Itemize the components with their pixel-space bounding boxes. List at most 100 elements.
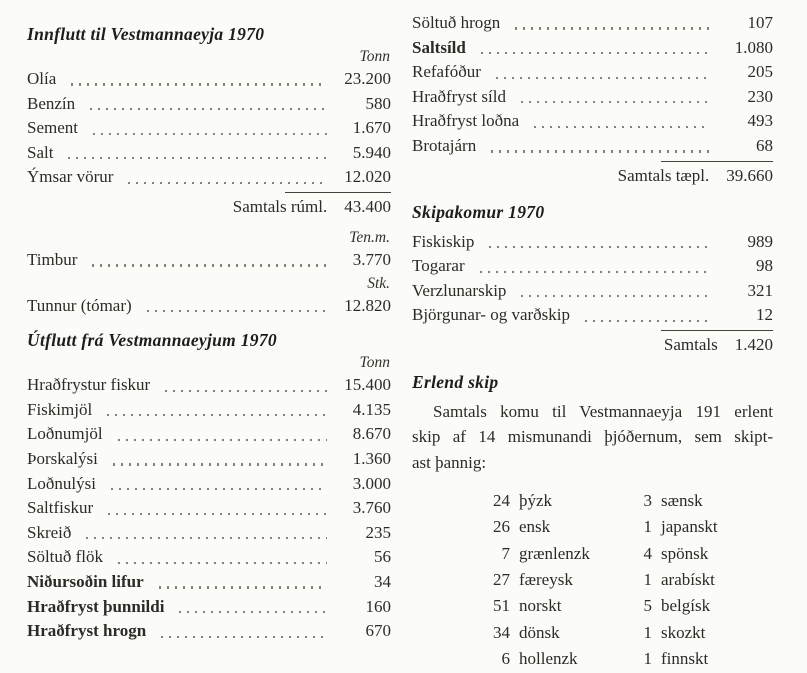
- total-value: 39.660: [726, 165, 773, 185]
- ship-count: 26: [493, 517, 510, 537]
- total-label: Samtals tæpl.: [617, 165, 710, 185]
- dot-leader: [495, 76, 709, 79]
- row-label: Hraðfrystur fiskur: [27, 375, 151, 395]
- row-value: 1.670: [352, 118, 391, 138]
- table-row: Hraðfryst loðna 493: [412, 109, 773, 134]
- ship-list-row: 34 dönsk 1 skozkt: [412, 620, 773, 646]
- paragraph-line: Samtals komu til Vestmannaeyja 191 erlen…: [433, 401, 773, 421]
- dot-leader: [585, 319, 709, 322]
- ship-count: 1: [643, 622, 653, 642]
- dot-leader: [520, 101, 709, 104]
- ship-nationality: sænsk: [661, 490, 703, 510]
- ship-list-row: 6 hollenzk 1 finnskt: [412, 646, 773, 672]
- timber-unit-label: Ten.m.: [349, 228, 390, 246]
- row-value: 15.400: [344, 375, 391, 395]
- ship-count: 34: [493, 622, 510, 642]
- row-label: Fiskiskip: [412, 231, 475, 251]
- ship-count: 1: [643, 517, 653, 537]
- foreign-ships-list: 24 þýzk 3 sænsk 26 ensk 1 japanskt 7 græ…: [412, 488, 773, 673]
- row-label: Hraðfryst hrogn: [27, 621, 147, 641]
- left-column: Innflutt til Vestmannaeyja 1970 Tonn Olí…: [27, 0, 391, 644]
- ship-nationality: belgísk: [661, 596, 711, 616]
- dot-leader: [479, 270, 709, 273]
- ship-count: 24: [493, 490, 510, 510]
- foreign-ships-section-title: Erlend skip: [412, 371, 499, 392]
- right-column: Söltuð hrogn 107 Saltsíld 1.080 Refafóðu…: [412, 0, 773, 673]
- table-row-timber: Timbur 3.770: [27, 248, 391, 273]
- table-row: Hraðfryst hrogn 670: [27, 619, 391, 644]
- row-label: Brotajárn: [412, 135, 477, 155]
- table-row: Hraðfryst síld 230: [412, 85, 773, 110]
- table-row: Brotajárn 68: [412, 134, 773, 159]
- table-row: Fiskimjöl 4.135: [27, 398, 391, 423]
- ship-list-row: 51 norskt 5 belgísk: [412, 593, 773, 619]
- table-row: Þorskalýsi 1.360: [27, 447, 391, 472]
- row-label: Sement: [27, 118, 78, 138]
- row-label: Hraðfryst síld: [412, 86, 506, 106]
- ship-nationality: spönsk: [661, 543, 709, 563]
- imports-table: Olía 23.200 Benzín 580 Sement 1.670: [27, 67, 391, 190]
- table-row: Björgunar- og varðskip 12: [412, 303, 773, 328]
- paragraph-line: skip af 14 mismunandi þjóðernum, sem ski…: [412, 427, 773, 447]
- ship-nationality: færeysk: [519, 570, 573, 589]
- dot-leader: [86, 537, 327, 540]
- row-label: Olía: [27, 69, 57, 88]
- ship-list-row: 27 færeysk 1 arabískt: [412, 567, 773, 593]
- table-row: Hraðfryst þunnildi 160: [27, 595, 391, 620]
- row-value: 205: [747, 62, 774, 82]
- dot-leader: [480, 52, 709, 55]
- row-label: Tunnur (tómar): [27, 295, 132, 315]
- dot-leader: [515, 27, 709, 30]
- row-label: Loðnumjöl: [27, 424, 103, 444]
- row-value: 56: [374, 547, 391, 567]
- table-row: Fiskiskip 989: [412, 230, 773, 255]
- row-label: Hraðfryst loðna: [412, 111, 520, 131]
- ship-nationality: japanskt: [661, 517, 718, 537]
- ship-nationality: grænlenzk: [519, 543, 590, 563]
- ship-nationality: hollenzk: [519, 649, 578, 669]
- exports-unit-label: Tonn: [359, 354, 390, 372]
- row-label: Togarar: [412, 256, 465, 276]
- row-label: Skreið: [27, 522, 72, 542]
- paragraph-line: ast þannig:: [412, 452, 487, 472]
- row-value: 230: [747, 86, 774, 106]
- table-row: Skreið 235: [27, 521, 391, 546]
- ship-nationality: ensk: [519, 517, 551, 537]
- row-value: 670: [365, 621, 392, 641]
- dot-leader: [108, 512, 327, 515]
- exports-section-title: Útflutt frá Vestmannaeyjum 1970: [27, 330, 277, 351]
- ship-count: 4: [643, 543, 653, 563]
- table-row: Söltuð flök 56: [27, 545, 391, 570]
- row-label: Saltfiskur: [27, 498, 94, 518]
- scanned-document-page: Innflutt til Vestmannaeyja 1970 Tonn Olí…: [27, 0, 773, 668]
- table-row: Loðnumjöl 8.670: [27, 422, 391, 447]
- row-label: Salt: [27, 142, 54, 162]
- table-row-barrels: Tunnur (tómar) 12.820: [27, 294, 391, 319]
- ship-arrivals-section-title: Skipakomur 1970: [412, 201, 545, 222]
- exports-continued-table: Söltuð hrogn 107 Saltsíld 1.080 Refafóðu…: [412, 0, 773, 159]
- total-rule: [661, 160, 773, 162]
- row-label: Saltsíld: [412, 37, 466, 57]
- row-value: 5.940: [352, 142, 391, 162]
- ship-nationality: finnskt: [661, 649, 709, 669]
- ship-nationality: norskt: [519, 596, 562, 616]
- row-value: 12.820: [344, 295, 391, 315]
- imports-total-row: Samtals rúml. 43.400: [27, 194, 391, 219]
- ship-arrivals-total-row: Samtals 1.420: [412, 332, 773, 357]
- row-label: Refafóður: [412, 62, 481, 82]
- ship-list-row: 24 þýzk 3 sænsk: [412, 488, 773, 514]
- ship-nationality: dönsk: [519, 622, 560, 642]
- table-row: Benzín 580: [27, 92, 391, 117]
- ship-count: 7: [501, 543, 511, 563]
- ship-list-row: 26 ensk 1 japanskt: [412, 514, 773, 540]
- total-label: Samtals: [663, 334, 718, 354]
- ship-count: 27: [493, 570, 510, 589]
- ship-nationality: skozkt: [661, 622, 706, 642]
- row-label: Ýmsar vörur: [27, 167, 114, 187]
- ship-nationality: arabískt: [661, 570, 715, 589]
- dot-leader: [93, 132, 327, 135]
- table-row: Saltfiskur 3.760: [27, 496, 391, 521]
- row-label: Söltuð flök: [27, 547, 104, 567]
- dot-leader: [521, 295, 709, 298]
- foreign-ships-paragraph: Samtals komu til Vestmannaeyja 191 erlen…: [412, 399, 773, 475]
